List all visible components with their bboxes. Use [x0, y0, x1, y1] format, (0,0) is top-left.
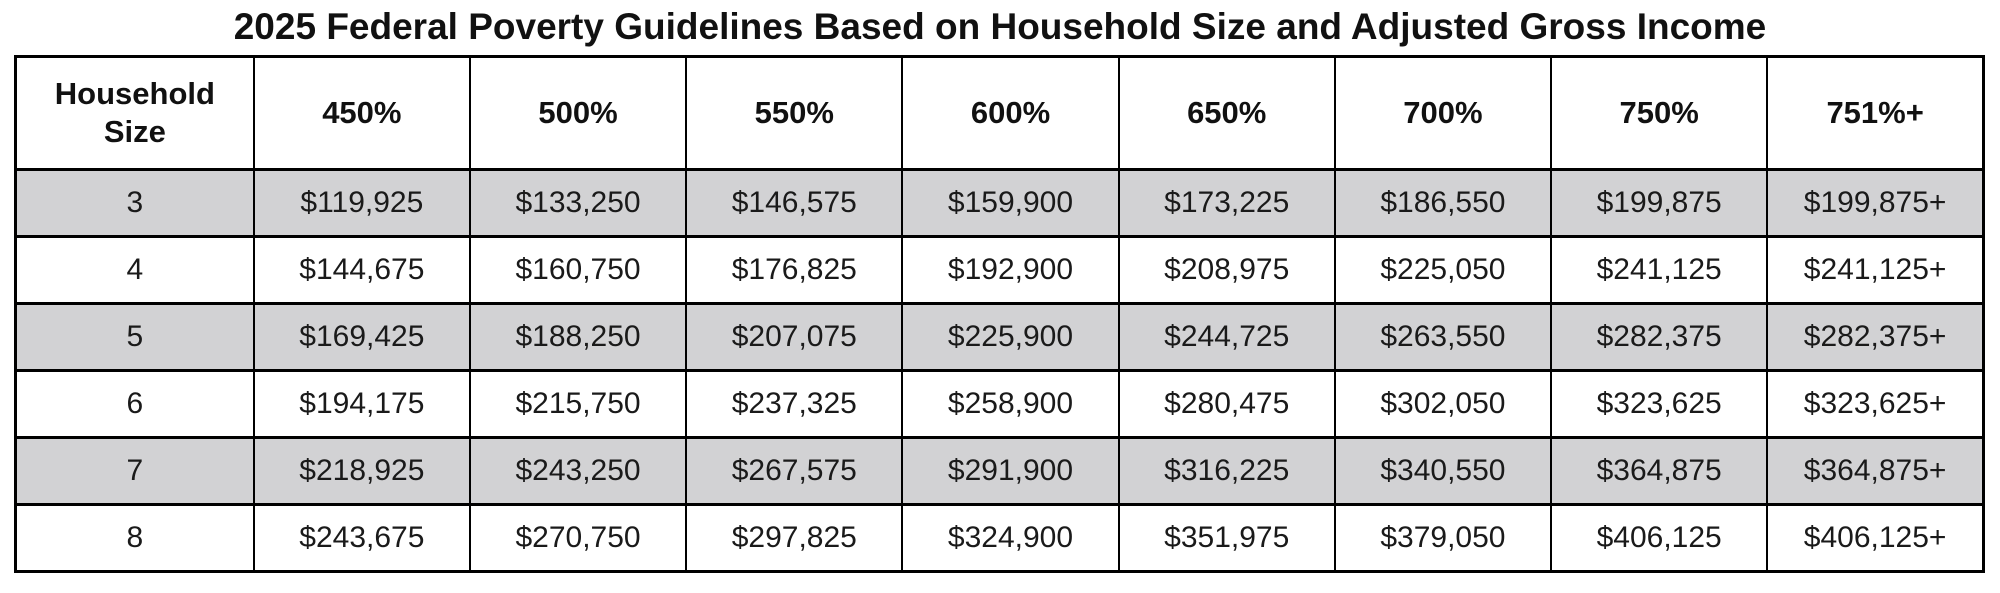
income-value-cell: $379,050 — [1333, 503, 1553, 573]
income-value-cell: $144,675 — [252, 235, 471, 305]
header-row: Household Size 450% 500% 550% 600% 650% 700% 75… — [14, 55, 1985, 171]
table-row: 3 $119,925 $133,250 $146,575 $159,900 $173,22… — [14, 168, 1985, 238]
column-header-751pct-plus: 751%+ — [1766, 55, 1985, 171]
income-value-cell: $146,575 — [685, 168, 904, 238]
income-value-cell: $244,725 — [1117, 302, 1336, 372]
income-value-cell: $340,550 — [1333, 436, 1553, 506]
income-value-cell: $302,050 — [1333, 369, 1553, 439]
table-row: 6 $194,175 $215,750 $237,325 $258,900 $280,47… — [14, 369, 1985, 439]
income-value-cell: $188,250 — [468, 302, 688, 372]
income-value-cell: $159,900 — [901, 168, 1120, 238]
income-value-cell: $194,175 — [252, 369, 471, 439]
income-value-cell: $282,375 — [1550, 302, 1769, 372]
income-value-cell: $199,875 — [1550, 168, 1769, 238]
income-value-cell: $258,900 — [901, 369, 1120, 439]
column-header-750pct: 750% — [1550, 55, 1769, 171]
income-value-cell: $207,075 — [685, 302, 904, 372]
column-header-household-size: Household Size — [14, 55, 255, 171]
income-value-cell: $364,875 — [1550, 436, 1769, 506]
income-value-cell: $160,750 — [468, 235, 688, 305]
income-value-cell: $176,825 — [685, 235, 904, 305]
income-value-cell: $323,625+ — [1766, 369, 1985, 439]
column-header-500pct: 500% — [468, 55, 688, 171]
column-header-600pct: 600% — [901, 55, 1120, 171]
income-value-cell: $364,875+ — [1766, 436, 1985, 506]
income-value-cell: $263,550 — [1333, 302, 1553, 372]
household-size-cell: 6 — [14, 369, 255, 439]
income-value-cell: $237,325 — [685, 369, 904, 439]
table-row: 4 $144,675 $160,750 $176,825 $192,900 $208,97… — [14, 235, 1985, 305]
income-value-cell: $241,125+ — [1766, 235, 1985, 305]
column-header-450pct: 450% — [252, 55, 471, 171]
household-size-cell: 4 — [14, 235, 255, 305]
income-value-cell: $133,250 — [468, 168, 688, 238]
column-header-650pct: 650% — [1117, 55, 1336, 171]
household-size-cell: 7 — [14, 436, 255, 506]
income-value-cell: $291,900 — [901, 436, 1120, 506]
income-value-cell: $173,225 — [1117, 168, 1336, 238]
table-row: 7 $218,925 $243,250 $267,575 $291,900 $316,22… — [14, 436, 1985, 506]
income-value-cell: $280,475 — [1117, 369, 1336, 439]
income-value-cell: $169,425 — [252, 302, 471, 372]
income-value-cell: $406,125+ — [1766, 503, 1985, 573]
household-size-cell: 3 — [14, 168, 255, 238]
income-value-cell: $199,875+ — [1766, 168, 1985, 238]
poverty-guidelines-table: Household Size 450% 500% 550% 600% 650% 700% 75… — [14, 55, 1985, 573]
income-value-cell: $218,925 — [252, 436, 471, 506]
income-value-cell: $243,675 — [252, 503, 471, 573]
income-value-cell: $267,575 — [685, 436, 904, 506]
income-value-cell: $186,550 — [1333, 168, 1553, 238]
table-body: 3 $119,925 $133,250 $146,575 $159,900 $173,22… — [14, 168, 1985, 573]
income-value-cell: $324,900 — [901, 503, 1120, 573]
column-header-700pct: 700% — [1333, 55, 1553, 171]
table-row: 5 $169,425 $188,250 $207,075 $225,900 $244,72… — [14, 302, 1985, 372]
income-value-cell: $406,125 — [1550, 503, 1769, 573]
income-value-cell: $192,900 — [901, 235, 1120, 305]
income-value-cell: $208,975 — [1117, 235, 1336, 305]
household-size-cell: 8 — [14, 503, 255, 573]
income-value-cell: $282,375+ — [1766, 302, 1985, 372]
column-header-550pct: 550% — [685, 55, 904, 171]
income-value-cell: $215,750 — [468, 369, 688, 439]
income-value-cell: $270,750 — [468, 503, 688, 573]
income-value-cell: $225,050 — [1333, 235, 1553, 305]
income-value-cell: $316,225 — [1117, 436, 1336, 506]
household-size-cell: 5 — [14, 302, 255, 372]
income-value-cell: $297,825 — [685, 503, 904, 573]
income-value-cell: $351,975 — [1117, 503, 1336, 573]
income-value-cell: $243,250 — [468, 436, 688, 506]
income-value-cell: $323,625 — [1550, 369, 1769, 439]
page-title: 2025 Federal Poverty Guidelines Based on… — [233, 6, 1767, 47]
income-value-cell: $225,900 — [901, 302, 1120, 372]
table-row: 8 $243,675 $270,750 $297,825 $324,900 $351,97… — [14, 503, 1985, 573]
income-value-cell: $241,125 — [1550, 235, 1769, 305]
income-value-cell: $119,925 — [252, 168, 471, 238]
